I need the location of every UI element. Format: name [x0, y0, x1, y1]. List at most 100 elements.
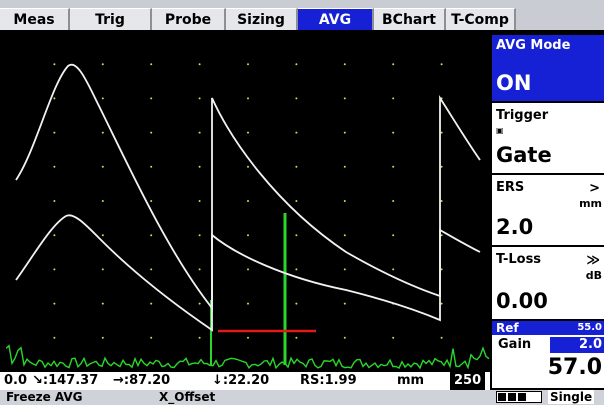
- grid-dot: [440, 200, 443, 202]
- grid-dot: [198, 336, 201, 339]
- grid-dot: [247, 200, 249, 202]
- grid-dot: [53, 63, 56, 66]
- grid-dot: [295, 336, 298, 339]
- grid-dot: [198, 165, 201, 168]
- grid-dot: [150, 268, 153, 271]
- range-start: 0.0: [4, 373, 28, 388]
- grid-dot: [295, 234, 298, 237]
- grid-dot: [198, 234, 201, 237]
- ref-value: 55.0: [577, 322, 602, 333]
- grid-dot: [101, 234, 104, 237]
- grid-dot: [392, 63, 395, 66]
- grid-dot: [343, 165, 346, 168]
- grid-dot: [150, 336, 153, 339]
- grid-dots: [53, 63, 443, 339]
- readout-depth: ↓:22.20: [212, 373, 270, 388]
- freeze-avg-button[interactable]: Freeze AVG: [6, 390, 83, 404]
- tab-avg[interactable]: AVG: [298, 8, 374, 30]
- avg-mode-label: AVG Mode: [496, 38, 571, 53]
- grid-dot: [150, 302, 153, 305]
- grid-dot: [150, 63, 153, 66]
- tloss-unit: dB: [585, 269, 602, 282]
- grid-dot: [392, 97, 395, 100]
- grid-dot: [295, 131, 298, 134]
- avg-curve-upper: [15, 63, 481, 311]
- grid-dot: [440, 63, 443, 66]
- grid-dot: [150, 200, 153, 202]
- trigger-box[interactable]: Trigger ▣ Gate: [492, 103, 604, 173]
- grid-dot: [440, 131, 443, 134]
- menu-tabs: Meas Trig Probe Sizing AVG BChart T-Comp: [0, 0, 604, 30]
- avg-curve-lower: [15, 214, 481, 332]
- ers-box[interactable]: ERS > mm 2.0: [492, 175, 604, 245]
- grid-dot: [343, 131, 346, 134]
- ers-label: ERS: [496, 180, 525, 195]
- grid-dot: [101, 165, 104, 168]
- grid-dot: [247, 268, 249, 271]
- readout-soundpath: ↘:147.37: [32, 373, 99, 388]
- tloss-label: T-Loss: [496, 252, 542, 267]
- tab-tcomp[interactable]: T-Comp: [446, 8, 516, 30]
- trigger-label: Trigger: [496, 108, 549, 123]
- grid-dot: [392, 200, 395, 202]
- grid-dot: [295, 63, 298, 66]
- tab-sizing[interactable]: Sizing: [226, 8, 298, 30]
- parameter-panel: AVG Mode ON Trigger ▣ Gate ERS > mm 2.0 …: [490, 30, 604, 390]
- a-scan-display[interactable]: [6, 30, 490, 372]
- grid-dot: [343, 234, 346, 237]
- grid-dot: [392, 165, 395, 168]
- grid-dot: [295, 165, 298, 168]
- readout-bar: 0.0 ↘:147.37 →:87.20 ↓:22.20 RS:1.99 mm …: [0, 372, 490, 390]
- battery-icon: [496, 391, 542, 403]
- grid-dot: [295, 302, 298, 305]
- grid-dot: [440, 165, 443, 168]
- ref-gain-box[interactable]: Ref 55.0 Gain 2.0 57.0: [492, 321, 604, 388]
- tab-bchart[interactable]: BChart: [374, 8, 446, 30]
- tab-meas[interactable]: Meas: [0, 8, 70, 30]
- grid-dot: [101, 336, 104, 339]
- grid-dot: [53, 268, 56, 271]
- grid-dot: [343, 63, 346, 66]
- avg-mode-box[interactable]: AVG Mode ON: [492, 35, 604, 101]
- grid-dot: [101, 97, 104, 100]
- grid-dot: [53, 302, 56, 305]
- grid-dot: [247, 165, 249, 168]
- grid-dot: [440, 234, 443, 237]
- range-end: 250: [450, 372, 486, 390]
- grid-dot: [343, 268, 346, 271]
- tab-probe[interactable]: Probe: [152, 8, 226, 30]
- tab-trig[interactable]: Trig: [70, 8, 152, 30]
- grid-dot: [150, 234, 153, 237]
- grid-dot: [295, 268, 298, 271]
- grid-dot: [247, 63, 249, 66]
- grid-dot: [440, 268, 443, 271]
- readout-rs: RS:1.99: [300, 373, 357, 388]
- grid-dot: [53, 165, 56, 168]
- grid-dot: [198, 63, 201, 66]
- grid-dot: [198, 131, 201, 134]
- grid-dot: [247, 131, 249, 134]
- grid-dot: [101, 63, 104, 66]
- grid-dot: [198, 97, 201, 100]
- tloss-box[interactable]: T-Loss ≫ dB 0.00: [492, 247, 604, 319]
- ref-label: Ref: [496, 321, 519, 335]
- gain-value: 2.0: [550, 337, 604, 353]
- gain-row: Gain 2.0: [492, 337, 604, 353]
- grid-dot: [198, 200, 201, 202]
- grid-dot: [53, 234, 56, 237]
- trigger-lock-icon: ▣: [496, 126, 504, 135]
- softkey-bar: Freeze AVG X_Offset Single: [0, 390, 604, 405]
- grid-dot: [343, 97, 346, 100]
- a-scan-plot: [6, 63, 490, 370]
- grid-dot: [198, 268, 201, 271]
- grid-dot: [150, 97, 153, 100]
- grid-dot: [101, 131, 104, 134]
- grid-dot: [343, 336, 346, 339]
- single-mode-button[interactable]: Single: [548, 390, 595, 404]
- x-offset-button[interactable]: X_Offset: [159, 390, 216, 404]
- grid-dot: [198, 302, 201, 305]
- gain-label: Gain: [498, 337, 532, 352]
- gain-main-value: 57.0: [547, 355, 602, 380]
- grid-dot: [392, 234, 395, 237]
- ers-value: 2.0: [496, 215, 534, 239]
